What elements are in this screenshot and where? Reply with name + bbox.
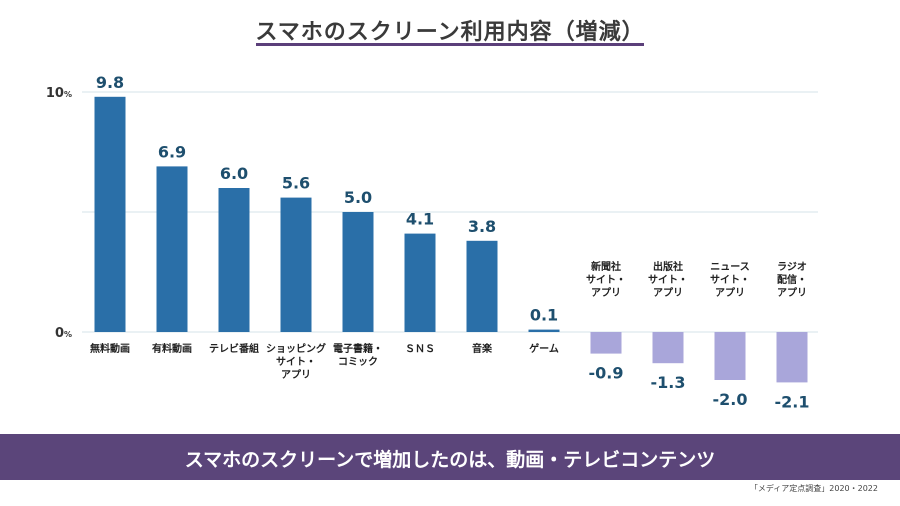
bar xyxy=(528,329,560,332)
value-label: 0.1 xyxy=(530,306,558,325)
category-label: 有料動画 xyxy=(152,342,192,355)
category-label: テレビ番組 xyxy=(209,342,259,355)
y-tick-label: 10% xyxy=(46,86,72,101)
bar xyxy=(94,96,126,332)
bar xyxy=(714,332,746,380)
bar xyxy=(652,332,684,364)
value-label: -2.1 xyxy=(775,392,810,411)
value-label: -0.9 xyxy=(589,364,624,383)
bar xyxy=(776,332,808,383)
bar xyxy=(466,240,498,332)
category-label: ラジオ配信・アプリ xyxy=(777,261,807,299)
value-label: 5.6 xyxy=(282,174,310,193)
conclusion-banner xyxy=(0,434,900,480)
title-underline xyxy=(256,43,644,46)
category-label: ゲーム xyxy=(529,342,559,355)
chart-title: スマホのスクリーン利用内容（増減） xyxy=(255,20,645,45)
value-label: 4.1 xyxy=(406,210,434,229)
category-label: 電子書籍・コミック xyxy=(333,342,383,368)
bar-chart: 10% 0% 9.8 無料動画 6.9 有料動画 6.0 テレビ番組 5.6 ショッピングサイト・… xyxy=(46,73,818,411)
value-label: -1.3 xyxy=(651,373,686,392)
value-label: 3.8 xyxy=(468,217,496,236)
category-label: 出版社サイト・アプリ xyxy=(648,260,688,299)
category-label: 新聞社サイト・アプリ xyxy=(586,260,626,299)
bar xyxy=(280,197,312,332)
bar xyxy=(342,212,374,332)
value-label: 6.0 xyxy=(220,164,248,183)
source-note: 「メディア定点調査」2020・2022 xyxy=(749,484,878,493)
category-label: ニュースサイト・アプリ xyxy=(710,261,750,299)
bar xyxy=(218,188,250,332)
bar xyxy=(590,332,622,354)
value-label: -2.0 xyxy=(713,390,748,409)
conclusion-text: スマホのスクリーンで増加したのは、動画・テレビコンテンツ xyxy=(184,449,716,471)
bar xyxy=(404,233,436,332)
value-label: 5.0 xyxy=(344,188,372,207)
category-label: ショッピングサイト・アプリ xyxy=(266,342,326,381)
category-label: ＳＮＳ xyxy=(405,343,435,355)
value-label: 9.8 xyxy=(96,73,124,92)
category-label: 無料動画 xyxy=(90,342,130,355)
category-label: 音楽 xyxy=(472,342,493,355)
bar xyxy=(156,166,188,332)
y-tick-label: 0% xyxy=(55,326,72,341)
value-label: 6.9 xyxy=(158,142,186,161)
